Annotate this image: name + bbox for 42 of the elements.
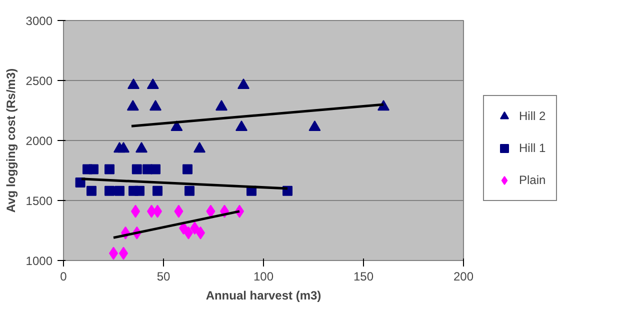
- x-tick-label: 100: [253, 270, 274, 284]
- point: [206, 204, 216, 218]
- point: [88, 164, 98, 174]
- point: [104, 164, 114, 174]
- point: [182, 164, 192, 174]
- x-tick-label: 200: [453, 270, 474, 284]
- legend-label: Plain: [519, 172, 546, 186]
- y-tick-label: 2000: [26, 134, 53, 148]
- point: [146, 78, 159, 89]
- point: [184, 186, 194, 196]
- point: [238, 78, 250, 89]
- x-tick-label: 150: [353, 270, 374, 284]
- point: [190, 222, 200, 235]
- y-tick-label: 2500: [26, 74, 53, 88]
- point: [104, 186, 114, 196]
- point: [174, 204, 184, 218]
- point: [75, 178, 86, 188]
- point: [86, 186, 96, 196]
- point: [128, 78, 140, 89]
- point: [170, 120, 183, 131]
- point: [150, 164, 160, 174]
- y-tick-label: 3000: [26, 14, 53, 28]
- point: [126, 100, 139, 111]
- x-tick-label: 50: [156, 270, 170, 284]
- point: [134, 186, 144, 196]
- point: [152, 186, 162, 196]
- x-axis-title: Annual harvest (m3): [206, 288, 322, 302]
- point: [236, 120, 248, 131]
- point: [132, 164, 142, 174]
- legend-label: Hill 1: [519, 140, 546, 154]
- point: [216, 100, 228, 111]
- point: [114, 186, 124, 196]
- x-tick-label: 0: [60, 270, 68, 284]
- y-axis-title: Avg logging cost (Rs/m3): [4, 68, 18, 213]
- point: [118, 142, 130, 153]
- y-tick-label: 1500: [26, 194, 53, 208]
- y-tick-label: 1000: [26, 254, 53, 268]
- point: [308, 120, 321, 131]
- legend-label: Hill 2: [519, 108, 546, 122]
- point: [136, 142, 148, 153]
- point: [150, 100, 162, 111]
- point: [194, 142, 206, 153]
